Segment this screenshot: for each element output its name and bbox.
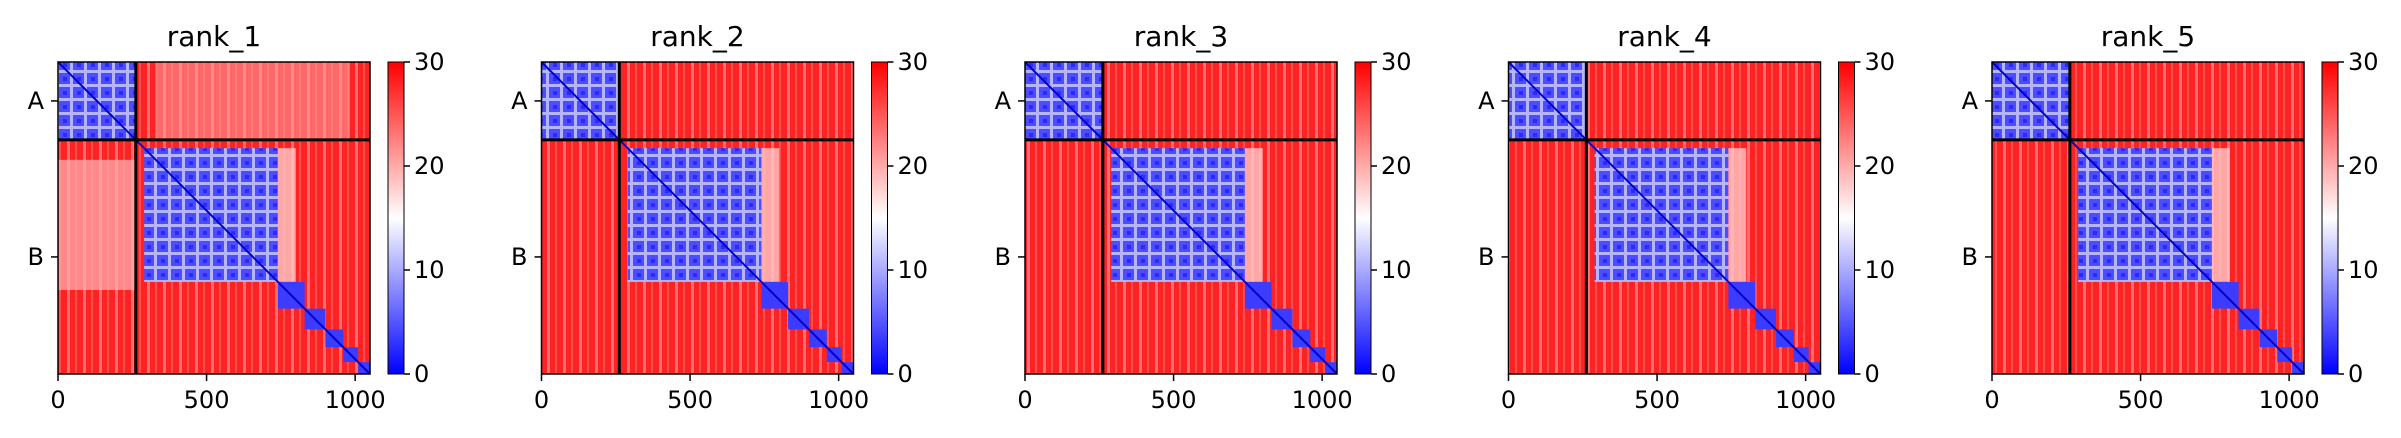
core-fringe — [761, 148, 780, 282]
x-tick-label: 0 — [50, 386, 65, 414]
core-fringe — [1728, 148, 1747, 282]
core-fringe — [1244, 148, 1263, 282]
colorbar-tick-label: 20 — [1865, 152, 1896, 180]
x-tick-label: 1000 — [2259, 386, 2320, 414]
colorbar-tick-label: 30 — [898, 48, 929, 76]
interchain-block — [155, 62, 350, 140]
x-tick-label: 500 — [667, 386, 713, 414]
y-tick-label: A — [28, 87, 45, 115]
colorbar — [871, 61, 888, 375]
colorbar-tick-label: 20 — [898, 152, 929, 180]
panel-3: rank_3 0 500 1000 A B 0 10 20 30 — [995, 20, 1412, 414]
diagonal-line — [1507, 61, 1822, 375]
y-tick-label: A — [1478, 87, 1495, 115]
panel-5: rank_5 0 500 1000 A B 0 10 20 30 — [1962, 20, 2379, 414]
colorbar-tick-label: 30 — [2348, 48, 2379, 76]
heatmap-frame — [540, 61, 855, 375]
x-tick-label: 500 — [1151, 386, 1197, 414]
colorbar-tick-label: 10 — [1865, 256, 1896, 284]
panel-title: rank_2 — [650, 20, 744, 53]
colorbar-tick-label: 0 — [414, 360, 429, 388]
x-tick-label: 1000 — [1775, 386, 1836, 414]
x-tick-label: 500 — [1634, 386, 1680, 414]
colorbar-tick-label: 10 — [414, 256, 445, 284]
x-tick-label: 1000 — [325, 386, 386, 414]
core-fringe — [277, 148, 296, 282]
colorbar-tick-label: 20 — [414, 152, 445, 180]
colorbar — [387, 61, 405, 375]
panel-4: rank_4 0 500 1000 A B 0 10 20 30 — [1478, 20, 1895, 414]
colorbar-tick-label: 0 — [898, 360, 913, 388]
colorbar-tick-label: 0 — [1865, 360, 1880, 388]
x-tick-label: 1000 — [1292, 386, 1353, 414]
heatmap-frame — [57, 61, 371, 375]
interchain-block — [58, 159, 136, 290]
heatmap-frame — [1024, 61, 1338, 375]
y-tick-label: A — [511, 87, 528, 115]
colorbar-tick-label: 10 — [898, 256, 929, 284]
diagonal-line — [57, 61, 371, 375]
panel-title: rank_3 — [1134, 20, 1228, 53]
panel-title: rank_1 — [167, 20, 261, 53]
colorbar-tick-label: 30 — [1865, 48, 1896, 76]
heatmap-frame — [1991, 61, 2305, 375]
y-tick-label: B — [1962, 243, 1978, 271]
colorbar-tick-label: 20 — [1381, 152, 1412, 180]
colorbar — [1354, 61, 1372, 375]
colorbar-tick-label: 10 — [2348, 256, 2379, 284]
x-tick-label: 0 — [1984, 386, 1999, 414]
heatmap-frame — [1507, 61, 1822, 375]
panel-1: rank_1 0 500 1000 A B 0 10 20 30 — [28, 20, 445, 414]
colorbar-tick-label: 20 — [2348, 152, 2379, 180]
panel-title: rank_4 — [1617, 20, 1711, 53]
y-tick-label: B — [28, 243, 44, 271]
colorbar-tick-label: 30 — [414, 48, 445, 76]
colorbar-tick-label: 0 — [1381, 360, 1396, 388]
x-tick-label: 500 — [2118, 386, 2164, 414]
x-tick-label: 500 — [184, 386, 230, 414]
diagonal-line — [1991, 61, 2305, 375]
colorbar-tick-label: 10 — [1381, 256, 1412, 284]
y-tick-label: B — [995, 243, 1011, 271]
y-tick-label: A — [1962, 87, 1979, 115]
y-tick-label: B — [1478, 243, 1494, 271]
x-tick-label: 1000 — [808, 386, 869, 414]
colorbar — [1838, 61, 1855, 375]
diagonal-line — [540, 61, 855, 375]
y-tick-label: A — [995, 87, 1012, 115]
colorbar-tick-label: 0 — [2348, 360, 2363, 388]
colorbar-tick-label: 30 — [1381, 48, 1412, 76]
panel-title: rank_5 — [2101, 20, 2195, 53]
y-tick-label: B — [511, 243, 527, 271]
x-tick-label: 0 — [1501, 386, 1516, 414]
diagonal-line — [1024, 61, 1338, 375]
colorbar — [2321, 61, 2339, 375]
x-tick-label: 0 — [534, 386, 549, 414]
panel-2: rank_2 0 500 1000 A B 0 10 20 30 — [511, 20, 928, 414]
x-tick-label: 0 — [1017, 386, 1032, 414]
core-fringe — [2211, 148, 2230, 282]
